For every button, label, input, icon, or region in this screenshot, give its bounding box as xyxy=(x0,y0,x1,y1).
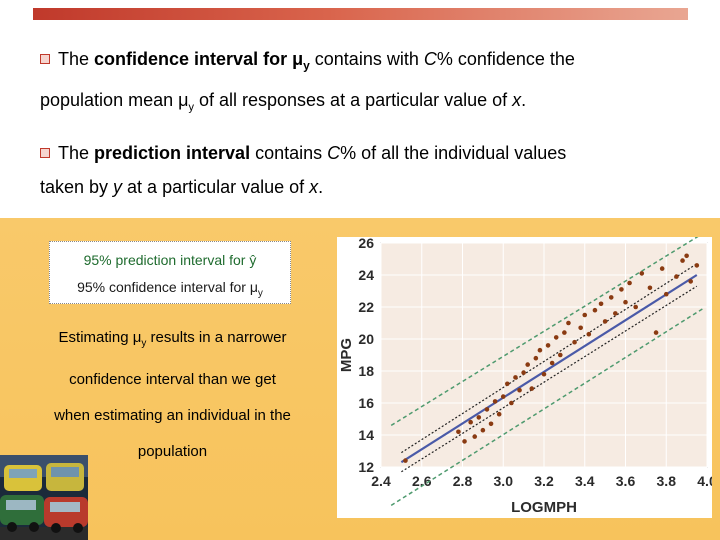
data-point xyxy=(674,274,679,279)
data-point xyxy=(480,427,486,433)
note-line-2: confidence interval than we get xyxy=(69,371,276,388)
y-tick-label: 16 xyxy=(358,395,374,411)
data-point xyxy=(633,304,638,310)
hollow-square-bullet-icon xyxy=(40,54,50,64)
data-point xyxy=(517,387,522,393)
data-point xyxy=(488,421,494,427)
y-tick-label: 22 xyxy=(358,299,374,315)
data-point xyxy=(525,362,530,367)
x-tick-label: 3.2 xyxy=(534,473,554,489)
prediction-band-upper xyxy=(390,237,699,427)
data-point xyxy=(496,411,502,417)
x-tick-label: 3.6 xyxy=(616,473,636,489)
data-point xyxy=(608,295,614,300)
data-point xyxy=(619,287,624,292)
data-point xyxy=(566,320,571,326)
x-tick-label: 2.4 xyxy=(371,473,391,489)
data-point xyxy=(505,381,510,387)
x-tick-label: 2.8 xyxy=(453,473,473,489)
y-tick-label: 12 xyxy=(358,459,374,475)
data-point xyxy=(653,330,659,335)
prediction-band-lower xyxy=(390,307,704,507)
data-point xyxy=(533,355,539,361)
data-point xyxy=(680,258,685,263)
data-point xyxy=(500,394,506,399)
data-point xyxy=(509,400,514,406)
data-point xyxy=(647,285,653,291)
data-point xyxy=(558,352,563,358)
data-point xyxy=(462,439,467,444)
data-point xyxy=(627,280,632,286)
data-point xyxy=(684,253,689,259)
data-point xyxy=(663,291,669,297)
data-point xyxy=(545,343,551,348)
data-point xyxy=(403,458,408,463)
car-traffic-photo xyxy=(0,455,88,540)
x-tick-label: 4.0 xyxy=(697,473,712,489)
title-accent-bar xyxy=(33,8,688,20)
data-point xyxy=(472,434,478,439)
bold-term: prediction interval xyxy=(94,143,251,163)
data-point xyxy=(586,331,592,337)
y-tick-label: 24 xyxy=(358,267,374,283)
y-tick-label: 20 xyxy=(358,331,374,347)
data-point xyxy=(598,301,604,307)
data-point xyxy=(456,429,461,435)
interval-legend-box: 95% prediction interval for ŷ 95% confid… xyxy=(49,241,291,304)
x-axis-label: LOGMPH xyxy=(511,499,577,516)
x-tick-label: 3.8 xyxy=(657,473,677,489)
mpg-vs-logmph-scatterplot: 2.4 2.6 2.8 3.0 3.2 3.4 3.6 3.8 4.0 12 14 16 18 20 22 2… xyxy=(337,237,712,518)
note-line-1: Estimating μy results in a narrower xyxy=(58,329,287,349)
note-line-3: when estimating an individual in the xyxy=(54,407,291,424)
data-point xyxy=(513,375,518,380)
x-tick-label: 3.0 xyxy=(494,473,514,489)
data-point xyxy=(492,399,498,404)
x-tick-label: 2.6 xyxy=(412,473,432,489)
data-point xyxy=(659,266,665,271)
note-line-4: population xyxy=(137,443,208,460)
data-point xyxy=(613,311,618,316)
data-point xyxy=(541,371,547,377)
data-point xyxy=(572,339,577,345)
legend-confidence-interval: 95% confidence interval for μy xyxy=(77,279,263,299)
y-axis-label: MPG xyxy=(338,338,355,372)
data-point xyxy=(592,307,598,313)
data-point xyxy=(623,299,628,305)
estimation-note: Estimating μy results in a narrower conf… xyxy=(20,320,325,470)
bullet-prediction-interval: The prediction interval contains C% of a… xyxy=(40,143,567,197)
bullet-confidence-interval: The confidence interval for μy contains … xyxy=(40,49,575,114)
confidence-band-upper xyxy=(401,263,698,454)
data-point xyxy=(688,279,693,284)
regression-line xyxy=(400,274,698,464)
data-point xyxy=(484,407,490,412)
bold-term: confidence interval for μy xyxy=(94,49,310,73)
x-tick-label: 3.4 xyxy=(575,473,595,489)
data-point xyxy=(476,415,482,420)
data-point xyxy=(529,386,535,391)
data-point xyxy=(582,312,588,318)
y-tick-label: 26 xyxy=(358,237,374,251)
hollow-square-bullet-icon xyxy=(40,148,50,158)
data-point xyxy=(553,335,559,340)
data-point xyxy=(549,360,555,366)
y-tick-label: 18 xyxy=(358,363,374,379)
data-point xyxy=(578,325,583,331)
y-tick-label: 14 xyxy=(358,427,374,443)
data-point xyxy=(537,347,543,353)
data-point xyxy=(468,419,473,425)
data-point xyxy=(639,271,645,276)
data-point xyxy=(602,319,608,324)
data-point xyxy=(521,370,526,375)
data-point xyxy=(694,263,700,268)
data-point xyxy=(562,330,567,335)
legend-prediction-interval: 95% prediction interval for ŷ xyxy=(83,252,257,268)
